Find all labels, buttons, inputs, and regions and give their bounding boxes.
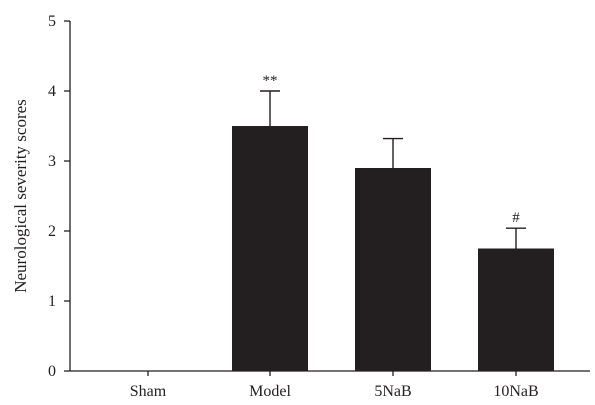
y-tick-label: 4 (48, 83, 56, 100)
x-tick-label: Sham (130, 383, 167, 400)
y-axis-label: Neurological severity scores (11, 99, 30, 293)
y-tick-label: 0 (48, 363, 56, 380)
significance-marker: ** (263, 73, 278, 89)
y-tick-label: 1 (48, 293, 56, 310)
bar-10nab (478, 248, 554, 371)
error-bars (260, 90, 526, 249)
y-tick-label: 3 (48, 153, 56, 170)
x-tick-label: Model (249, 383, 291, 400)
bar-model (232, 126, 308, 371)
x-tick-label: 10NaB (493, 383, 538, 400)
y-tick-label: 2 (48, 223, 56, 240)
significance-markers: ** # (263, 73, 521, 226)
bar-5nab (355, 168, 431, 371)
x-tick-labels: Sham Model 5NaB 10NaB (130, 371, 539, 400)
y-ticks: 0 1 2 3 4 5 (48, 13, 70, 380)
significance-marker: # (512, 210, 520, 226)
bars (232, 126, 554, 371)
x-tick-label: 5NaB (374, 383, 411, 400)
y-tick-label: 5 (48, 13, 56, 30)
